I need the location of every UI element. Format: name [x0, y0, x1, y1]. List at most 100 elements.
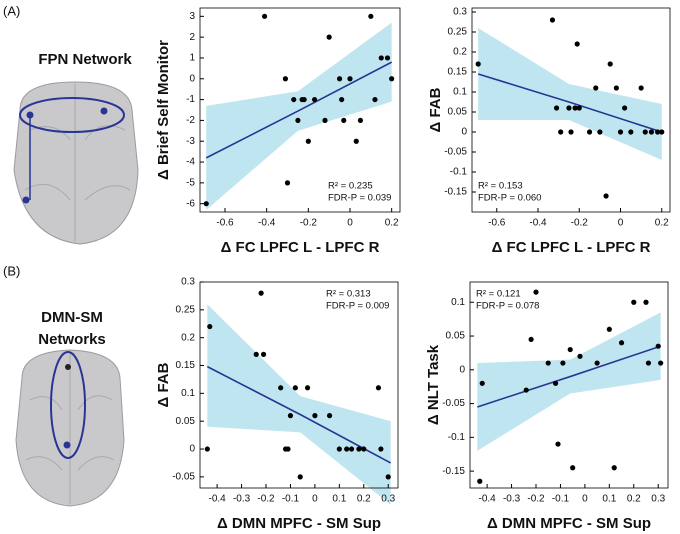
plot-frame [469, 281, 669, 489]
data-point [475, 61, 481, 67]
y-tick-label: 0.05 [446, 331, 466, 342]
data-point [549, 17, 556, 23]
y-tick-label: 0.25 [176, 304, 196, 315]
annotation: FDR-P = 0.009 [326, 301, 389, 312]
data-point [261, 13, 268, 19]
x-axis-label: Δ DMN MPFC - SM Sup [217, 515, 381, 532]
x-tick-label: 0 [582, 494, 588, 505]
data-point [295, 117, 301, 124]
data-point [278, 385, 284, 391]
data-point [341, 117, 347, 124]
data-point [533, 289, 539, 295]
plot-frame [199, 281, 399, 489]
x-axis-label: Δ FC LPFC L - LPFC R [221, 239, 380, 256]
network-label: FPN Network [38, 51, 132, 68]
data-point [603, 193, 609, 199]
data-point [297, 474, 303, 480]
x-tick-label: -0.3 [233, 494, 251, 505]
y-tick-label: 0 [461, 127, 467, 138]
y-tick-label: -0.1 [448, 432, 466, 443]
x-tick-label: -0.1 [552, 494, 570, 505]
y-tick-label: -0.05 [172, 472, 195, 483]
data-point [304, 385, 311, 391]
y-tick-label: -0.05 [444, 147, 467, 158]
y-tick-label: -3 [186, 136, 195, 147]
data-point [361, 446, 367, 452]
y-tick-label: 0.3 [453, 7, 467, 18]
data-point [203, 201, 209, 207]
network-label: Networks [38, 331, 106, 348]
data-point [477, 478, 483, 484]
x-tick-label: -0.1 [282, 494, 300, 505]
data-point [545, 360, 551, 366]
x-tick-label: -0.4 [529, 218, 547, 229]
confidence-band [478, 28, 662, 160]
y-tick-label: 0.1 [453, 87, 467, 98]
x-axis-label: Δ FC LPFC L - LPFC R [492, 239, 651, 256]
data-point [322, 117, 328, 124]
network-label: DMN-SM [41, 309, 103, 326]
data-point [568, 129, 574, 135]
y-tick-label: 0.05 [176, 416, 196, 427]
data-point [528, 336, 534, 343]
fit-line [477, 73, 662, 133]
y-tick-label: -1 [186, 94, 195, 105]
data-point [282, 76, 289, 82]
data-point [312, 413, 318, 419]
data-point [389, 76, 395, 82]
data-point [353, 138, 359, 144]
data-point [560, 360, 566, 366]
data-point [336, 446, 342, 452]
annotation: FDR-P = 0.060 [478, 193, 541, 204]
data-point [378, 446, 384, 452]
x-tick-label: -0.3 [503, 494, 521, 505]
data-point [658, 360, 664, 366]
data-point [479, 380, 485, 386]
y-tick-label: 0.1 [451, 297, 465, 308]
data-point [597, 129, 603, 135]
data-point [204, 446, 210, 452]
y-axis-label: Δ FAB [155, 362, 172, 407]
data-point [643, 299, 649, 305]
x-tick-label: -0.4 [208, 494, 226, 505]
x-tick-label: -0.6 [488, 218, 506, 229]
data-point [305, 138, 311, 144]
y-axis-label: Δ FAB [427, 87, 444, 132]
x-tick-label: -0.2 [527, 494, 545, 505]
data-point [638, 85, 644, 91]
x-tick-label: 0 [618, 218, 624, 229]
y-tick-label: -0.05 [442, 398, 465, 409]
data-point [607, 61, 613, 67]
y-axis-label: Δ Brief Self Monitor [155, 40, 172, 180]
data-point [613, 85, 619, 91]
y-tick-label: -2 [186, 115, 195, 126]
y-tick-label: 0.25 [448, 27, 468, 38]
data-point [617, 129, 624, 135]
x-tick-label: -0.2 [571, 218, 589, 229]
data-point [576, 105, 582, 111]
data-point [356, 446, 362, 452]
data-point [344, 446, 350, 452]
x-tick-label: 0.1 [332, 494, 346, 505]
y-tick-label: 0.15 [448, 67, 468, 78]
x-tick-label: 0.3 [651, 494, 665, 505]
data-point [357, 117, 364, 124]
data-point [577, 353, 583, 359]
data-point [618, 340, 625, 346]
x-tick-label: 0.2 [357, 494, 371, 505]
data-point [622, 105, 628, 111]
data-point [655, 129, 661, 135]
x-axis-label: Δ DMN MPFC - SM Sup [487, 515, 651, 532]
data-point [570, 465, 576, 471]
data-point [555, 441, 561, 447]
x-tick-label: 0.3 [381, 494, 395, 505]
data-point [291, 96, 297, 103]
data-point [558, 129, 564, 135]
annotation: R² = 0.153 [478, 181, 523, 192]
y-tick-label: -0.1 [450, 167, 468, 178]
confidence-band [206, 22, 392, 210]
plot-frame [199, 7, 401, 213]
y-tick-label: 0.3 [181, 277, 195, 288]
y-tick-label: 0 [189, 444, 195, 455]
data-point [567, 346, 573, 353]
